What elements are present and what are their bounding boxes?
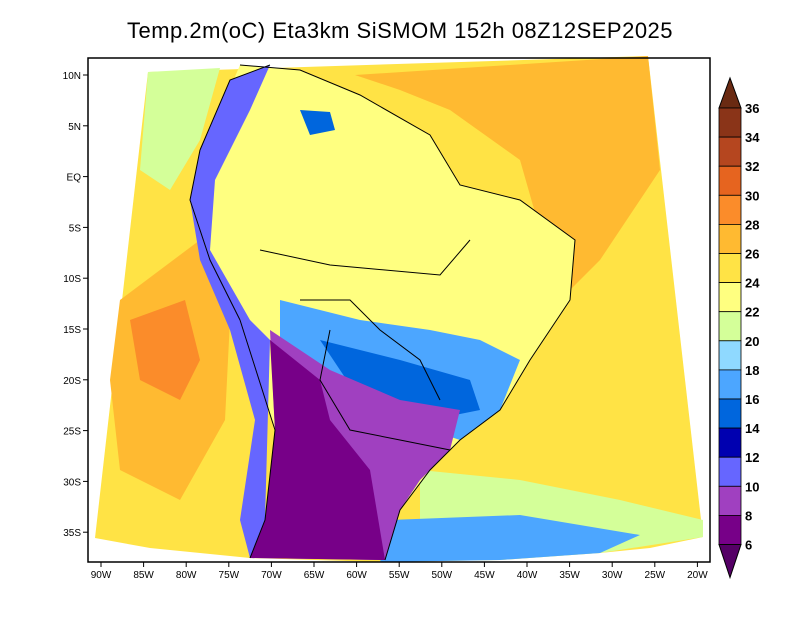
colorbar-label: 36 — [745, 101, 759, 116]
southern-coldest-region — [250, 340, 385, 560]
colorbar-label: 24 — [745, 276, 760, 291]
lat-tick-label: 5S — [69, 223, 82, 234]
map-title: Temp.2m(oC) Eta3km SiSMOM 152h 08Z12SEP2… — [126, 18, 674, 43]
lon-tick-label: 50W — [432, 570, 453, 581]
colorbar-label: 26 — [745, 247, 759, 262]
lon-tick-label: 60W — [346, 570, 367, 581]
colorbar-segment — [718, 398, 742, 429]
colorbar-segment — [718, 282, 742, 313]
colorbar-segment — [718, 427, 742, 458]
longitude-axis: 90W 85W 80W 75W 70W 65W 60W 55W 50W 45W 40W 35W 30W 2… — [91, 562, 708, 581]
colorbar-segment — [718, 485, 742, 516]
colorbar: 36 34 32 30 28 26 24 22 20 18 16 14 12 10 8 6 — [718, 76, 760, 580]
lon-tick-label: 40W — [517, 570, 538, 581]
colorbar-segment — [718, 165, 742, 196]
lat-tick-label: 35S — [63, 528, 81, 539]
pacific-hot-region — [130, 300, 200, 400]
colorbar-label: 16 — [745, 392, 759, 407]
lon-tick-label: 30W — [602, 570, 623, 581]
country-borders — [189, 64, 576, 561]
colorbar-upper-arrow — [718, 76, 742, 109]
colorbar-segment — [718, 223, 742, 254]
lon-tick-label: 45W — [474, 570, 495, 581]
latitude-axis: 10N 5N EQ 5S 10S 15S 20S 25S 30S 35S — [63, 71, 88, 539]
colorbar-segment — [718, 369, 742, 400]
colorbar-label: 8 — [745, 508, 752, 523]
colorbar-label: 12 — [745, 450, 759, 465]
colorbar-segment — [718, 456, 742, 487]
lat-tick-label: 5N — [68, 122, 81, 133]
lon-tick-label: 25W — [645, 570, 666, 581]
colorbar-segment — [718, 515, 742, 545]
andes-region — [190, 65, 270, 558]
pacific-coast-cool — [140, 68, 220, 190]
colorbar-label: 34 — [745, 130, 760, 145]
lon-tick-label: 75W — [219, 570, 240, 581]
colorbar-segment — [718, 311, 742, 342]
colorbar-segment — [718, 107, 742, 138]
south-atlantic-cold — [380, 515, 640, 562]
lat-tick-label: 30S — [63, 477, 81, 488]
colorbar-label: 22 — [745, 305, 759, 320]
colorbar-label: 32 — [745, 159, 759, 174]
colorbar-label: 6 — [745, 538, 752, 553]
colorbar-label: 10 — [745, 479, 759, 494]
temperature-field — [95, 56, 703, 562]
colorbar-label: 28 — [745, 217, 759, 232]
lon-tick-label: 65W — [304, 570, 325, 581]
venezuela-highlands — [300, 110, 335, 135]
lon-tick-label: 20W — [687, 570, 708, 581]
lon-tick-label: 70W — [261, 570, 282, 581]
colorbar-label: 18 — [745, 363, 759, 378]
lon-tick-label: 55W — [389, 570, 410, 581]
lon-tick-label: 90W — [91, 570, 112, 581]
colorbar-lower-arrow — [718, 544, 742, 580]
colorbar-label: 30 — [745, 188, 759, 203]
colorbar-segment — [718, 194, 742, 225]
colorbar-label: 20 — [745, 334, 759, 349]
lat-tick-label: 25S — [63, 427, 81, 438]
lon-tick-label: 35W — [559, 570, 580, 581]
lat-tick-label: 10N — [63, 71, 81, 82]
atlantic-warm-region — [355, 56, 660, 300]
colorbar-segment — [718, 253, 742, 284]
lon-tick-label: 85W — [133, 570, 154, 581]
lon-tick-label: 80W — [176, 570, 197, 581]
lat-tick-label: 15S — [63, 325, 81, 336]
lat-tick-label: EQ — [67, 173, 82, 184]
lat-tick-label: 10S — [63, 274, 81, 285]
colorbar-segment — [718, 340, 742, 371]
colorbar-label: 14 — [745, 421, 760, 436]
colorbar-segment — [718, 136, 742, 167]
lat-tick-label: 20S — [63, 376, 81, 387]
